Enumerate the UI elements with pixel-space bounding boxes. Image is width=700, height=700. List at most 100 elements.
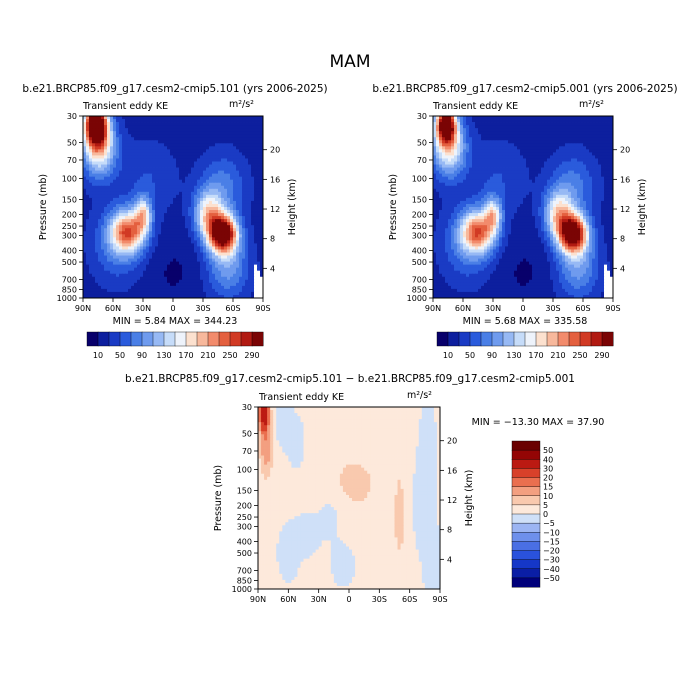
- contour-cell: [134, 252, 138, 256]
- contour-cell: [466, 164, 470, 168]
- contour-cell: [167, 258, 171, 262]
- contour-cell: [487, 134, 491, 138]
- contour-cell: [224, 219, 228, 223]
- contour-cell: [83, 270, 87, 275]
- contour-cell: [152, 176, 156, 181]
- contour-cell: [239, 188, 243, 193]
- contour-cell: [113, 231, 117, 235]
- contour-cell: [251, 125, 255, 129]
- contour-cell: [125, 264, 129, 269]
- contour-cell: [245, 225, 249, 229]
- contour-cell: [239, 258, 243, 262]
- contour-cell: [595, 167, 599, 171]
- contour-cell: [439, 158, 443, 162]
- contour-cell: [134, 179, 138, 184]
- contour-cell: [92, 231, 96, 235]
- contour-cell: [146, 279, 150, 284]
- contour-cell: [239, 267, 243, 272]
- contour-cell: [221, 182, 225, 187]
- contour-cell: [131, 143, 135, 147]
- contour-cell: [538, 143, 542, 147]
- contour-cell: [580, 170, 584, 175]
- contour-cell: [239, 246, 243, 250]
- contour-cell: [550, 173, 554, 178]
- contour-cell: [487, 143, 491, 147]
- contour-cell: [179, 222, 183, 226]
- contour-cell: [257, 240, 261, 244]
- contour-cell: [604, 146, 608, 150]
- contour-cell: [155, 216, 159, 220]
- contour-cell: [83, 246, 87, 250]
- contour-cell: [188, 179, 192, 184]
- contour-cell: [110, 282, 114, 287]
- contour-cell: [230, 279, 234, 284]
- contour-cell: [460, 125, 464, 129]
- contour-cell: [565, 119, 569, 123]
- contour-cell: [224, 194, 228, 199]
- contour-cell: [550, 119, 554, 123]
- contour-cell: [152, 140, 156, 144]
- contour-cell: [146, 288, 150, 293]
- contour-cell: [143, 216, 147, 220]
- contour-cell: [191, 161, 195, 165]
- contour-cell: [433, 131, 437, 135]
- contour-cell: [571, 155, 575, 159]
- contour-cell: [83, 122, 87, 126]
- contour-cell: [170, 146, 174, 150]
- contour-cell: [92, 182, 96, 187]
- contour-cell: [92, 261, 96, 266]
- contour-cell: [113, 252, 117, 256]
- contour-cell: [559, 152, 563, 156]
- contour-cell: [164, 179, 168, 184]
- contour-cell: [104, 237, 108, 241]
- contour-cell: [200, 125, 204, 129]
- contour-cell: [185, 213, 189, 217]
- contour-cell: [550, 167, 554, 171]
- contour-cell: [206, 273, 210, 278]
- contour-cell: [125, 197, 129, 202]
- contour-cell: [140, 173, 144, 178]
- contour-cell: [227, 167, 231, 171]
- contour-cell: [469, 140, 473, 144]
- contour-cell: [254, 279, 258, 284]
- contour-cell: [469, 182, 473, 187]
- contour-cell: [179, 191, 183, 196]
- contour-cell: [227, 134, 231, 138]
- contour-cell: [203, 264, 207, 269]
- contour-cell: [113, 267, 117, 272]
- contour-cell: [517, 176, 521, 181]
- contour-cell: [95, 240, 99, 244]
- contour-cell: [257, 122, 261, 126]
- contour-cell: [505, 176, 509, 181]
- contour-cell: [173, 185, 177, 190]
- contour-cell: [170, 182, 174, 187]
- contour-cell: [215, 222, 219, 226]
- contour-cell: [116, 134, 120, 138]
- contour-cell: [460, 173, 464, 178]
- contour-cell: [550, 161, 554, 165]
- contour-cell: [466, 131, 470, 135]
- contour-cell: [95, 194, 99, 199]
- contour-cell: [218, 249, 222, 253]
- contour-cell: [562, 140, 566, 144]
- contour-cell: [122, 249, 126, 253]
- contour-cell: [206, 255, 210, 259]
- contour-cell: [155, 152, 159, 156]
- contour-cell: [131, 279, 135, 284]
- contour-cell: [260, 255, 264, 259]
- contour-cell: [104, 119, 108, 123]
- contour-cell: [251, 234, 255, 238]
- contour-cell: [113, 155, 117, 159]
- contour-cell: [568, 122, 572, 126]
- contour-cell: [212, 140, 216, 144]
- contour-cell: [176, 170, 180, 175]
- contour-cell: [98, 140, 102, 144]
- contour-cell: [125, 291, 129, 296]
- contour-cell: [230, 207, 234, 211]
- contour-cell: [86, 285, 90, 290]
- contour-cell: [161, 116, 165, 120]
- contour-cell: [520, 125, 524, 129]
- contour-cell: [191, 258, 195, 262]
- contour-cell: [101, 176, 105, 181]
- contour-cell: [589, 170, 593, 175]
